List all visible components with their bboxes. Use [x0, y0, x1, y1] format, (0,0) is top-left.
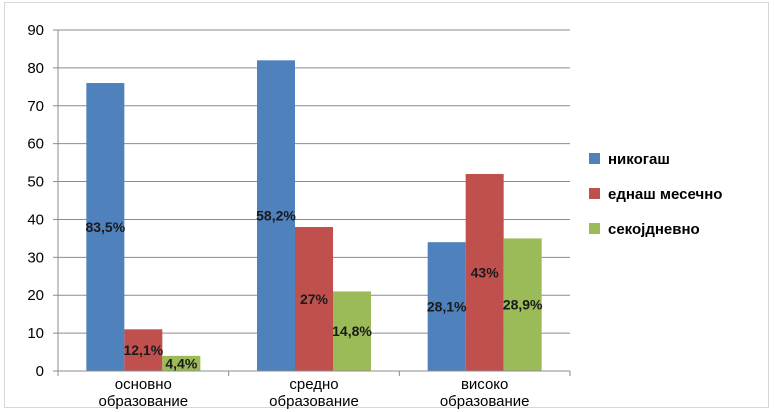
data-label: 12,1%	[123, 342, 163, 358]
data-label: 4,4%	[165, 355, 197, 371]
data-label: 27%	[300, 291, 329, 307]
data-label: 14,8%	[332, 323, 372, 339]
x-category-label: средно	[289, 376, 338, 393]
bar-0-0	[86, 83, 125, 372]
data-labels: 83,5% 12,1%4,4% 58,2% 27%14,8% 28,1% 43% 28,9%	[85, 208, 543, 372]
y-tick-label: 80	[27, 60, 44, 77]
y-tick-label: 70	[27, 98, 44, 115]
y-tick-label: 10	[27, 325, 44, 342]
bar-2-0	[162, 355, 201, 371]
y-tick-label: 40	[27, 211, 44, 228]
data-label: 83,5%	[85, 219, 125, 235]
y-tick-label: 20	[27, 287, 44, 304]
chart-frame	[4, 2, 769, 408]
bars	[86, 60, 542, 372]
bar-0-2	[427, 242, 466, 371]
legend-swatch	[589, 153, 600, 164]
y-tick-label: 30	[27, 249, 44, 266]
bar-2-2	[503, 238, 542, 371]
legend-label: никогаш	[608, 151, 670, 168]
x-category-label: образование	[269, 393, 359, 410]
legend: никогаш еднаш месечно секојдневно	[589, 151, 722, 238]
bar-1-0	[124, 329, 163, 371]
legend-label: секојдневно	[608, 221, 700, 238]
x-category-label: образование	[99, 393, 189, 410]
x-category-label: високо	[461, 376, 508, 393]
y-tick-label: 90	[27, 22, 44, 39]
data-label: 28,1%	[427, 299, 467, 315]
axes	[57, 30, 571, 376]
bar-2-1	[333, 291, 371, 371]
y-tick-label: 60	[27, 136, 44, 153]
y-tick-label: 0	[36, 363, 44, 380]
legend-label: еднаш месечно	[608, 186, 722, 203]
x-category-label: основно	[115, 376, 172, 393]
y-axis-ticks: 0 10 20 30 40 50 60 70 80 90	[27, 22, 58, 380]
x-category-label: образование	[440, 393, 530, 410]
data-label: 58,2%	[256, 208, 296, 224]
y-tick-label: 50	[27, 174, 44, 191]
legend-swatch	[589, 223, 600, 234]
data-label: 28,9%	[503, 297, 543, 313]
bar-1-2	[465, 173, 504, 371]
data-label: 43%	[471, 264, 500, 280]
x-axis-categories: основнообразованиесреднообразованиевисок…	[99, 376, 530, 410]
bar-0-1	[257, 60, 295, 372]
legend-swatch	[589, 188, 600, 199]
bar-1-1	[295, 227, 333, 371]
